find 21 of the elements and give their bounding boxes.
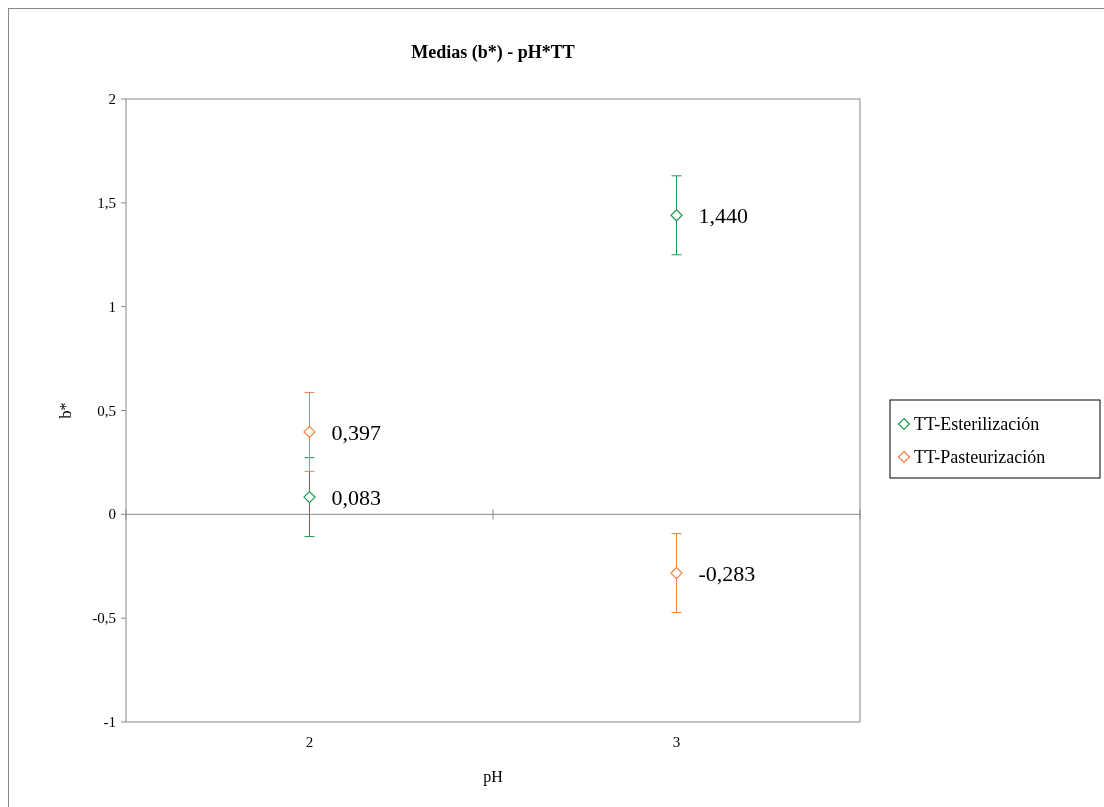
y-axis-title: b*	[57, 402, 74, 419]
chart-title: Medias (b*) - pH*TT	[411, 42, 575, 63]
x-axis-title: pH	[483, 768, 504, 786]
y-tick-label: -1	[103, 714, 116, 730]
data-label: 1,440	[698, 203, 748, 229]
y-tick-label: 2	[108, 91, 116, 107]
legend-label: TT-Pasteurización	[914, 447, 1046, 467]
data-label: -0,283	[698, 561, 756, 587]
point	[303, 491, 316, 504]
y-tick-label: 1,5	[97, 194, 116, 211]
data-label: 0,397	[331, 419, 381, 445]
y-tick-label: 0	[108, 506, 116, 523]
legend-label: TT-Esterilización	[914, 414, 1040, 434]
y-tick-label: 1	[108, 298, 116, 315]
point	[670, 567, 683, 580]
point	[303, 425, 316, 438]
point	[670, 209, 683, 222]
y-tick-label: -0,5	[92, 610, 116, 627]
data-label: 0,083	[331, 485, 381, 511]
x-tick-label: 3	[672, 734, 681, 750]
y-tick-label: 0,5	[97, 402, 116, 419]
